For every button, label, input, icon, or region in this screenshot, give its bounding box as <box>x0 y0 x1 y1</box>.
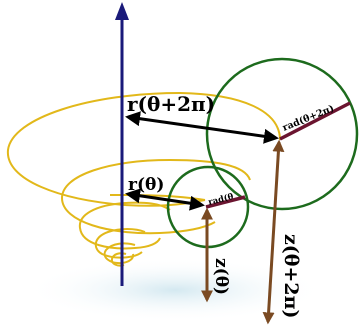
label-r-theta-plus-2pi: r(θ+2π) <box>127 92 215 116</box>
label-rad-theta-plus-2pi: rad(θ+2π) <box>281 103 336 134</box>
floor-shadow <box>25 258 325 322</box>
label-z-theta-plus-2pi: z(θ+2π) <box>280 234 302 319</box>
label-rad-theta: rad(θ <box>207 191 235 208</box>
radius-arrow-inner <box>125 188 205 211</box>
label-z-theta: z(θ) <box>211 258 231 295</box>
radius-arrow-outer <box>125 111 279 144</box>
outer-radius-circle <box>205 57 359 211</box>
label-r-theta: r(θ) <box>128 175 164 195</box>
rad-segment-inner <box>205 195 246 209</box>
rad-segment-outer <box>279 101 351 141</box>
z-arrow-outer <box>262 139 285 325</box>
axis-arrowhead-icon <box>115 2 129 20</box>
